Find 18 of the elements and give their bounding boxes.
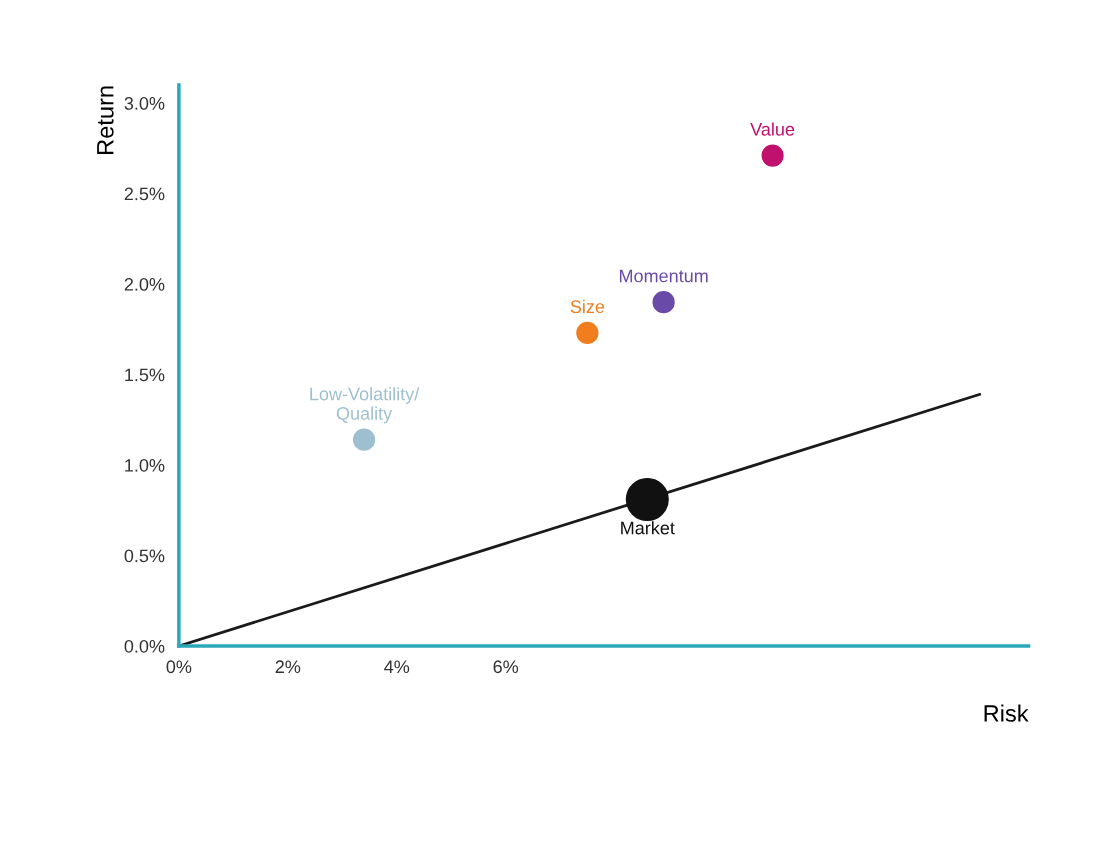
y-tick-label: 0.0% — [124, 639, 165, 653]
y-axis-title: Return — [97, 86, 114, 154]
y-tick-label: 2.5% — [124, 187, 165, 201]
y-tick-label: 0.5% — [124, 549, 165, 563]
x-tick-label: 6% — [493, 660, 519, 674]
series-label: Size — [570, 299, 605, 314]
series-label: Low-Volatility/ Quality — [310, 387, 420, 424]
x-tick-label: 4% — [384, 660, 410, 674]
series-label: Value — [750, 122, 795, 136]
y-tick-label: 3.0% — [124, 97, 165, 110]
y-tick-label: 1.0% — [125, 458, 165, 472]
x-tick-label: 2% — [275, 660, 301, 674]
y-tick-label: 2.0% — [124, 278, 165, 291]
x-tick-label: 0% — [166, 660, 192, 674]
x-axis-title: Risk — [984, 704, 1029, 722]
series-label: Market — [621, 521, 675, 535]
y-tick-label: 1.5% — [125, 368, 165, 382]
series-label: Momentum — [619, 269, 708, 283]
